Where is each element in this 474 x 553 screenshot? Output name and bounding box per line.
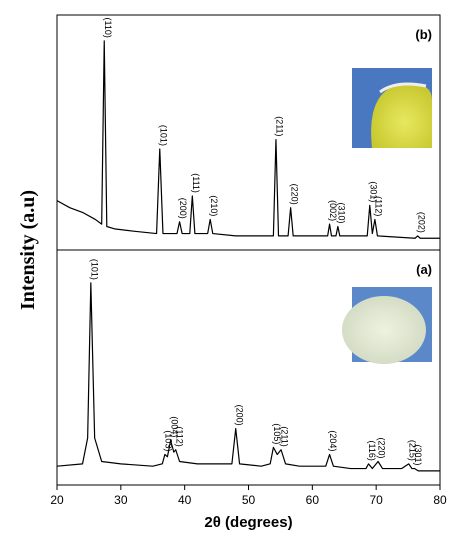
y-axis-label: Intensity (a.u): [17, 190, 39, 310]
peak-label: (101): [158, 125, 168, 146]
peak-label: (202): [416, 212, 426, 233]
peak-label: (204): [328, 430, 338, 451]
peak-label: (103): [164, 430, 174, 451]
peak-label: (211): [280, 426, 290, 446]
panel-label: (b): [415, 27, 432, 42]
peak-label: (211): [275, 116, 285, 136]
x-tick-label: 40: [178, 493, 192, 507]
peak-label: (112): [174, 426, 184, 446]
peak-label: (105): [272, 423, 282, 444]
x-tick-label: 80: [433, 493, 447, 507]
peak-label: (301): [413, 445, 423, 466]
peak-label: (310): [336, 202, 346, 223]
peak-label: (220): [377, 437, 387, 458]
peak-label: (200): [178, 198, 188, 219]
panel-label: (a): [416, 262, 432, 277]
x-tick-label: 20: [50, 493, 64, 507]
peak-label: (215): [407, 440, 417, 461]
x-axis-label: 2θ (degrees): [204, 514, 292, 531]
peak-label: (110): [103, 18, 113, 38]
xrd-line: [56, 40, 440, 239]
photo: [342, 287, 432, 364]
x-tick-label: 30: [114, 493, 128, 507]
peak-label: (002): [328, 200, 338, 221]
peak-label: (004): [169, 416, 179, 437]
peak-label: (112): [374, 196, 384, 216]
peak-label: (116): [367, 441, 377, 461]
peak-label: (111): [191, 173, 201, 193]
peak-label: (200): [234, 405, 244, 426]
x-tick-label: 50: [242, 493, 256, 507]
peak-label: (210): [209, 195, 219, 216]
photo: [352, 68, 432, 148]
x-tick-label: 70: [369, 493, 383, 507]
xrd-line: [56, 282, 440, 472]
peak-label: (220): [289, 184, 299, 205]
peak-label: (301): [368, 181, 378, 202]
x-tick-label: 60: [306, 493, 320, 507]
peak-label: (101): [89, 259, 99, 280]
